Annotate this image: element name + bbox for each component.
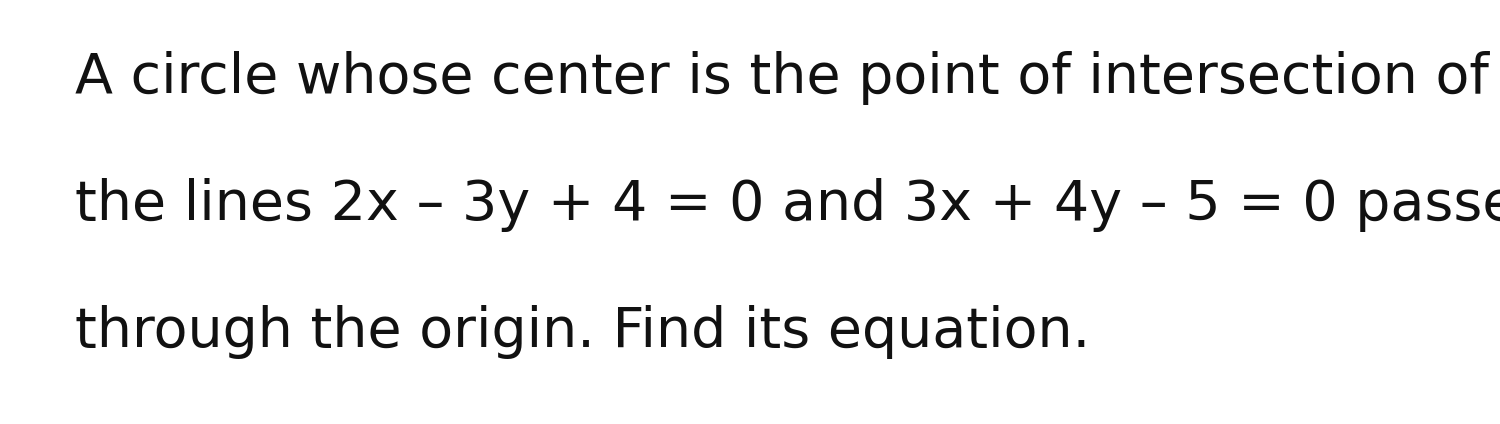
Text: through the origin. Find its equation.: through the origin. Find its equation. — [75, 305, 1090, 359]
Text: the lines 2x – 3y + 4 = 0 and 3x + 4y – 5 = 0 passes: the lines 2x – 3y + 4 = 0 and 3x + 4y – … — [75, 178, 1500, 232]
Text: A circle whose center is the point of intersection of: A circle whose center is the point of in… — [75, 51, 1490, 105]
